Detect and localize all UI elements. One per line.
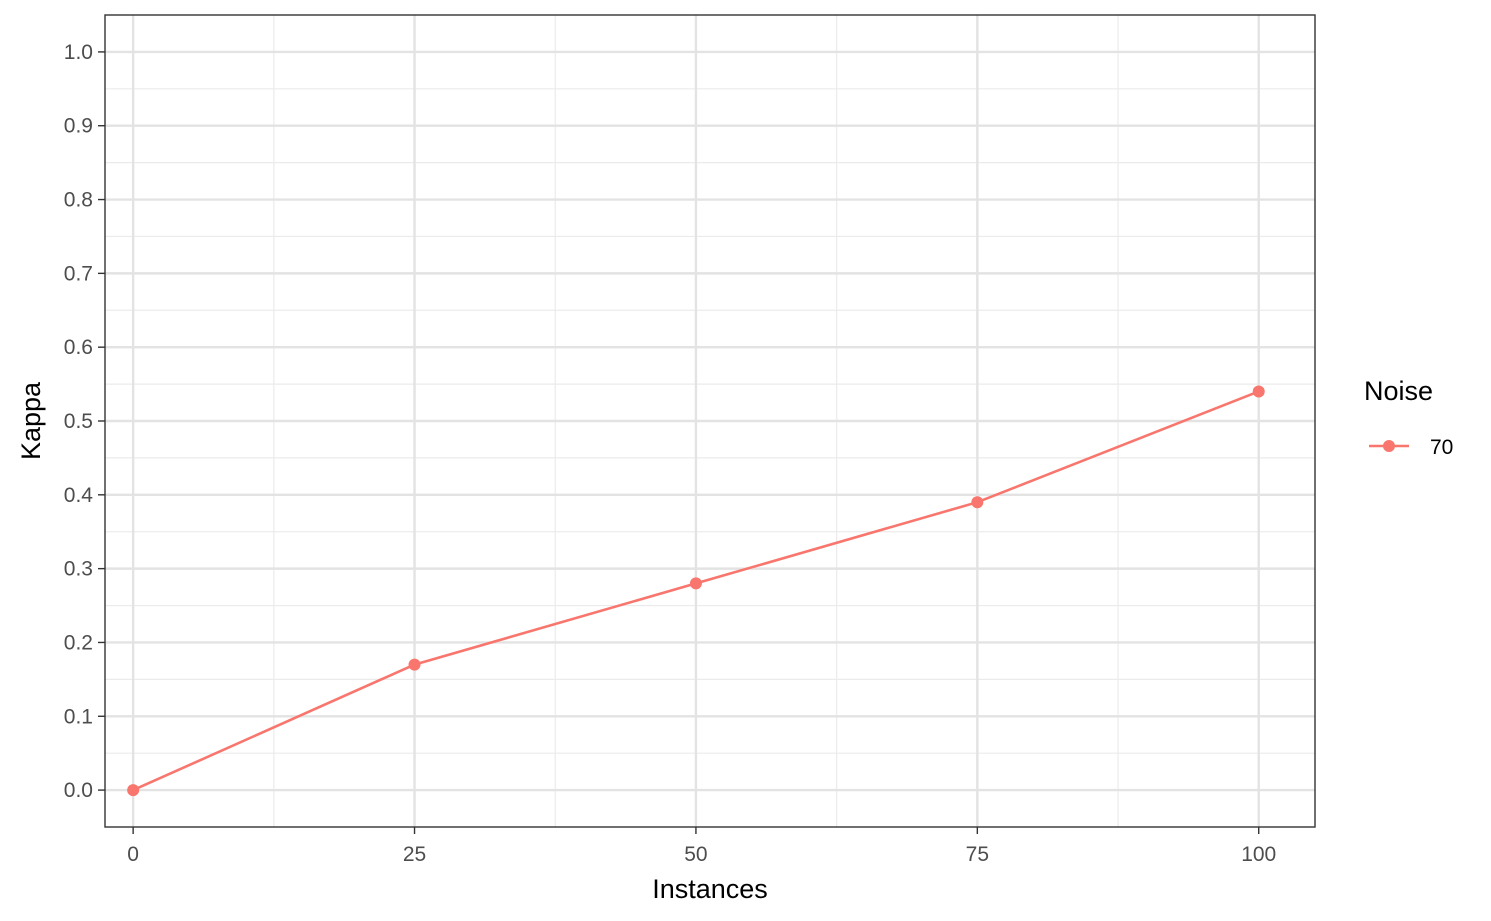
data-point bbox=[1252, 385, 1265, 398]
y-tick-label: 0.8 bbox=[64, 189, 93, 212]
series-layer bbox=[127, 385, 1265, 797]
y-tick-label: 0.4 bbox=[64, 484, 94, 507]
legend: Noise 70 bbox=[1364, 376, 1453, 459]
legend-key-point bbox=[1383, 440, 1395, 452]
legend-items: 70 bbox=[1369, 436, 1453, 459]
x-tick-label: 25 bbox=[403, 843, 426, 866]
x-axis: 0 25 50 75 100 bbox=[127, 827, 1276, 866]
data-point bbox=[971, 496, 984, 509]
x-tick-label: 75 bbox=[966, 843, 989, 866]
x-tick-label: 100 bbox=[1241, 843, 1276, 866]
y-tick-label: 1.0 bbox=[64, 41, 93, 64]
data-point bbox=[127, 784, 140, 797]
grid-lines bbox=[105, 15, 1315, 827]
y-tick-label: 0.0 bbox=[64, 779, 93, 802]
y-tick-label: 0.2 bbox=[64, 631, 93, 654]
y-tick-label: 0.3 bbox=[64, 558, 93, 581]
x-axis-title: Instances bbox=[652, 874, 768, 904]
y-tick-label: 0.5 bbox=[64, 410, 93, 433]
y-tick-label: 0.1 bbox=[64, 705, 93, 728]
y-tick-label: 0.6 bbox=[64, 336, 93, 359]
y-tick-label: 0.7 bbox=[64, 262, 93, 285]
y-axis: 0.0 0.1 0.2 0.3 0.4 0.5 0.6 0.7 0.8 0.9 1.0 bbox=[64, 41, 105, 802]
data-point bbox=[689, 577, 702, 590]
y-tick-label: 0.9 bbox=[64, 115, 93, 138]
legend-label: 70 bbox=[1430, 436, 1453, 459]
x-tick-label: 0 bbox=[127, 843, 139, 866]
y-axis-title: Kappa bbox=[16, 381, 46, 460]
x-tick-label: 50 bbox=[684, 843, 707, 866]
data-point bbox=[408, 658, 421, 671]
legend-title: Noise bbox=[1364, 376, 1433, 406]
